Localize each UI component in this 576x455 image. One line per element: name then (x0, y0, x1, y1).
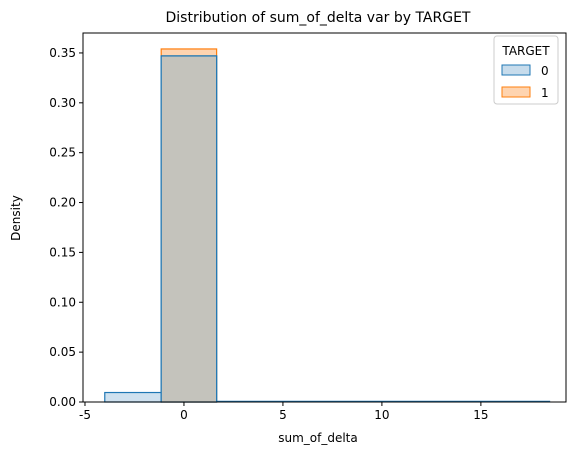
y-tick-label-5: 0.25 (49, 146, 76, 160)
legend: TARGET 0 1 (493, 35, 559, 105)
x-tick-label-0: -5 (79, 408, 91, 422)
y-tick-label-6: 0.30 (49, 96, 76, 110)
plot-area: -5 0 5 10 150.000.050.100.150.200.250.300.35 (49, 32, 567, 422)
y-tick-label-1: 0.05 (49, 345, 76, 359)
y-tick-label-3: 0.15 (49, 245, 76, 259)
x-tick-label-3: 10 (374, 408, 389, 422)
chart-title: Distribution of sum_of_delta var by TARG… (166, 10, 471, 26)
y-axis-label: Density (9, 195, 23, 241)
legend-title: TARGET (501, 44, 550, 58)
y-tick-label-2: 0.10 (49, 295, 76, 309)
x-tick-label-1: 0 (180, 408, 188, 422)
legend-label-0: 0 (541, 64, 549, 78)
y-tick-label-4: 0.20 (49, 196, 76, 210)
legend-label-1: 1 (541, 86, 549, 100)
y-tick-label-7: 0.35 (49, 46, 76, 60)
legend-swatch-0 (501, 64, 531, 76)
x-tick-label-4: 15 (473, 408, 488, 422)
bar-overlap-region (160, 55, 218, 403)
x-tick-label-2: 5 (279, 408, 287, 422)
y-tick-label-0: 0.00 (49, 395, 76, 409)
legend-swatch-1 (501, 86, 531, 98)
bar-series-0-bin-0 (104, 391, 162, 403)
axes-frame (82, 32, 567, 403)
x-axis-label: sum_of_delta (278, 431, 358, 445)
